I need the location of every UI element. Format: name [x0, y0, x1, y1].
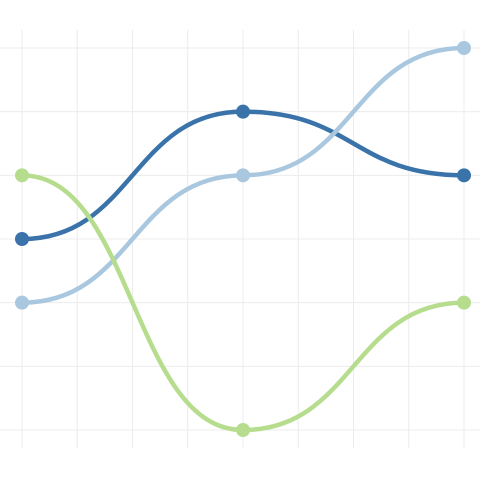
points-layer — [15, 41, 471, 437]
series-line-light-green — [19, 173, 467, 433]
data-point-light-green-2 — [236, 423, 250, 437]
data-point-dark-blue-3 — [457, 168, 471, 183]
grid — [0, 30, 480, 448]
data-point-light-blue-3 — [457, 41, 471, 55]
data-point-dark-blue-1 — [15, 232, 29, 246]
data-point-light-green-3 — [457, 295, 471, 310]
data-point-light-green-1 — [15, 168, 29, 183]
data-point-light-blue-2 — [236, 168, 250, 183]
data-point-dark-blue-2 — [236, 104, 250, 119]
data-point-light-blue-1 — [15, 295, 29, 310]
